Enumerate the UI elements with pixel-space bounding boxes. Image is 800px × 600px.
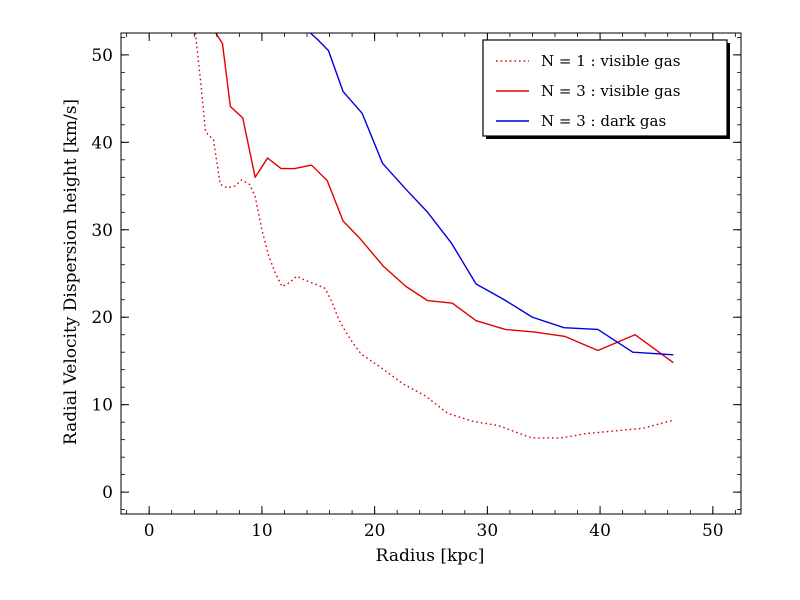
x-tick-label: 30 — [477, 521, 499, 541]
legend-entry-2: N = 3 : visible gas — [541, 82, 680, 100]
legend-entry-3: N = 3 : dark gas — [541, 112, 666, 130]
plot-area — [194, 33, 674, 439]
series-line-2 — [215, 33, 674, 364]
x-axis-label: Radius [kpc] — [376, 546, 485, 566]
legend: N = 1 : visible gas N = 3 : visible gas N … — [482, 39, 730, 139]
y-tick-label: 20 — [91, 308, 113, 328]
y-tick-label: 40 — [91, 133, 113, 153]
x-tick-label: 40 — [589, 521, 611, 541]
y-tick-label: 50 — [91, 46, 113, 66]
series-line-3 — [309, 33, 674, 356]
axes: 0 10 20 30 40 50 0 10 20 30 40 50 — [91, 32, 742, 541]
legend-entry-1: N = 1 : visible gas — [541, 52, 680, 70]
y-axis-label: Radial Velocity Dispersion height [km/s] — [61, 99, 81, 445]
y-tick-label: 30 — [91, 221, 113, 241]
x-tick-label: 20 — [364, 521, 386, 541]
y-tick-label: 0 — [102, 483, 113, 503]
legend-box — [482, 39, 728, 137]
plot-frame — [120, 32, 742, 515]
x-tick-label: 0 — [144, 521, 155, 541]
y-tick-label: 10 — [91, 396, 113, 416]
x-tick-label: 50 — [702, 521, 724, 541]
x-tick-label: 10 — [251, 521, 273, 541]
